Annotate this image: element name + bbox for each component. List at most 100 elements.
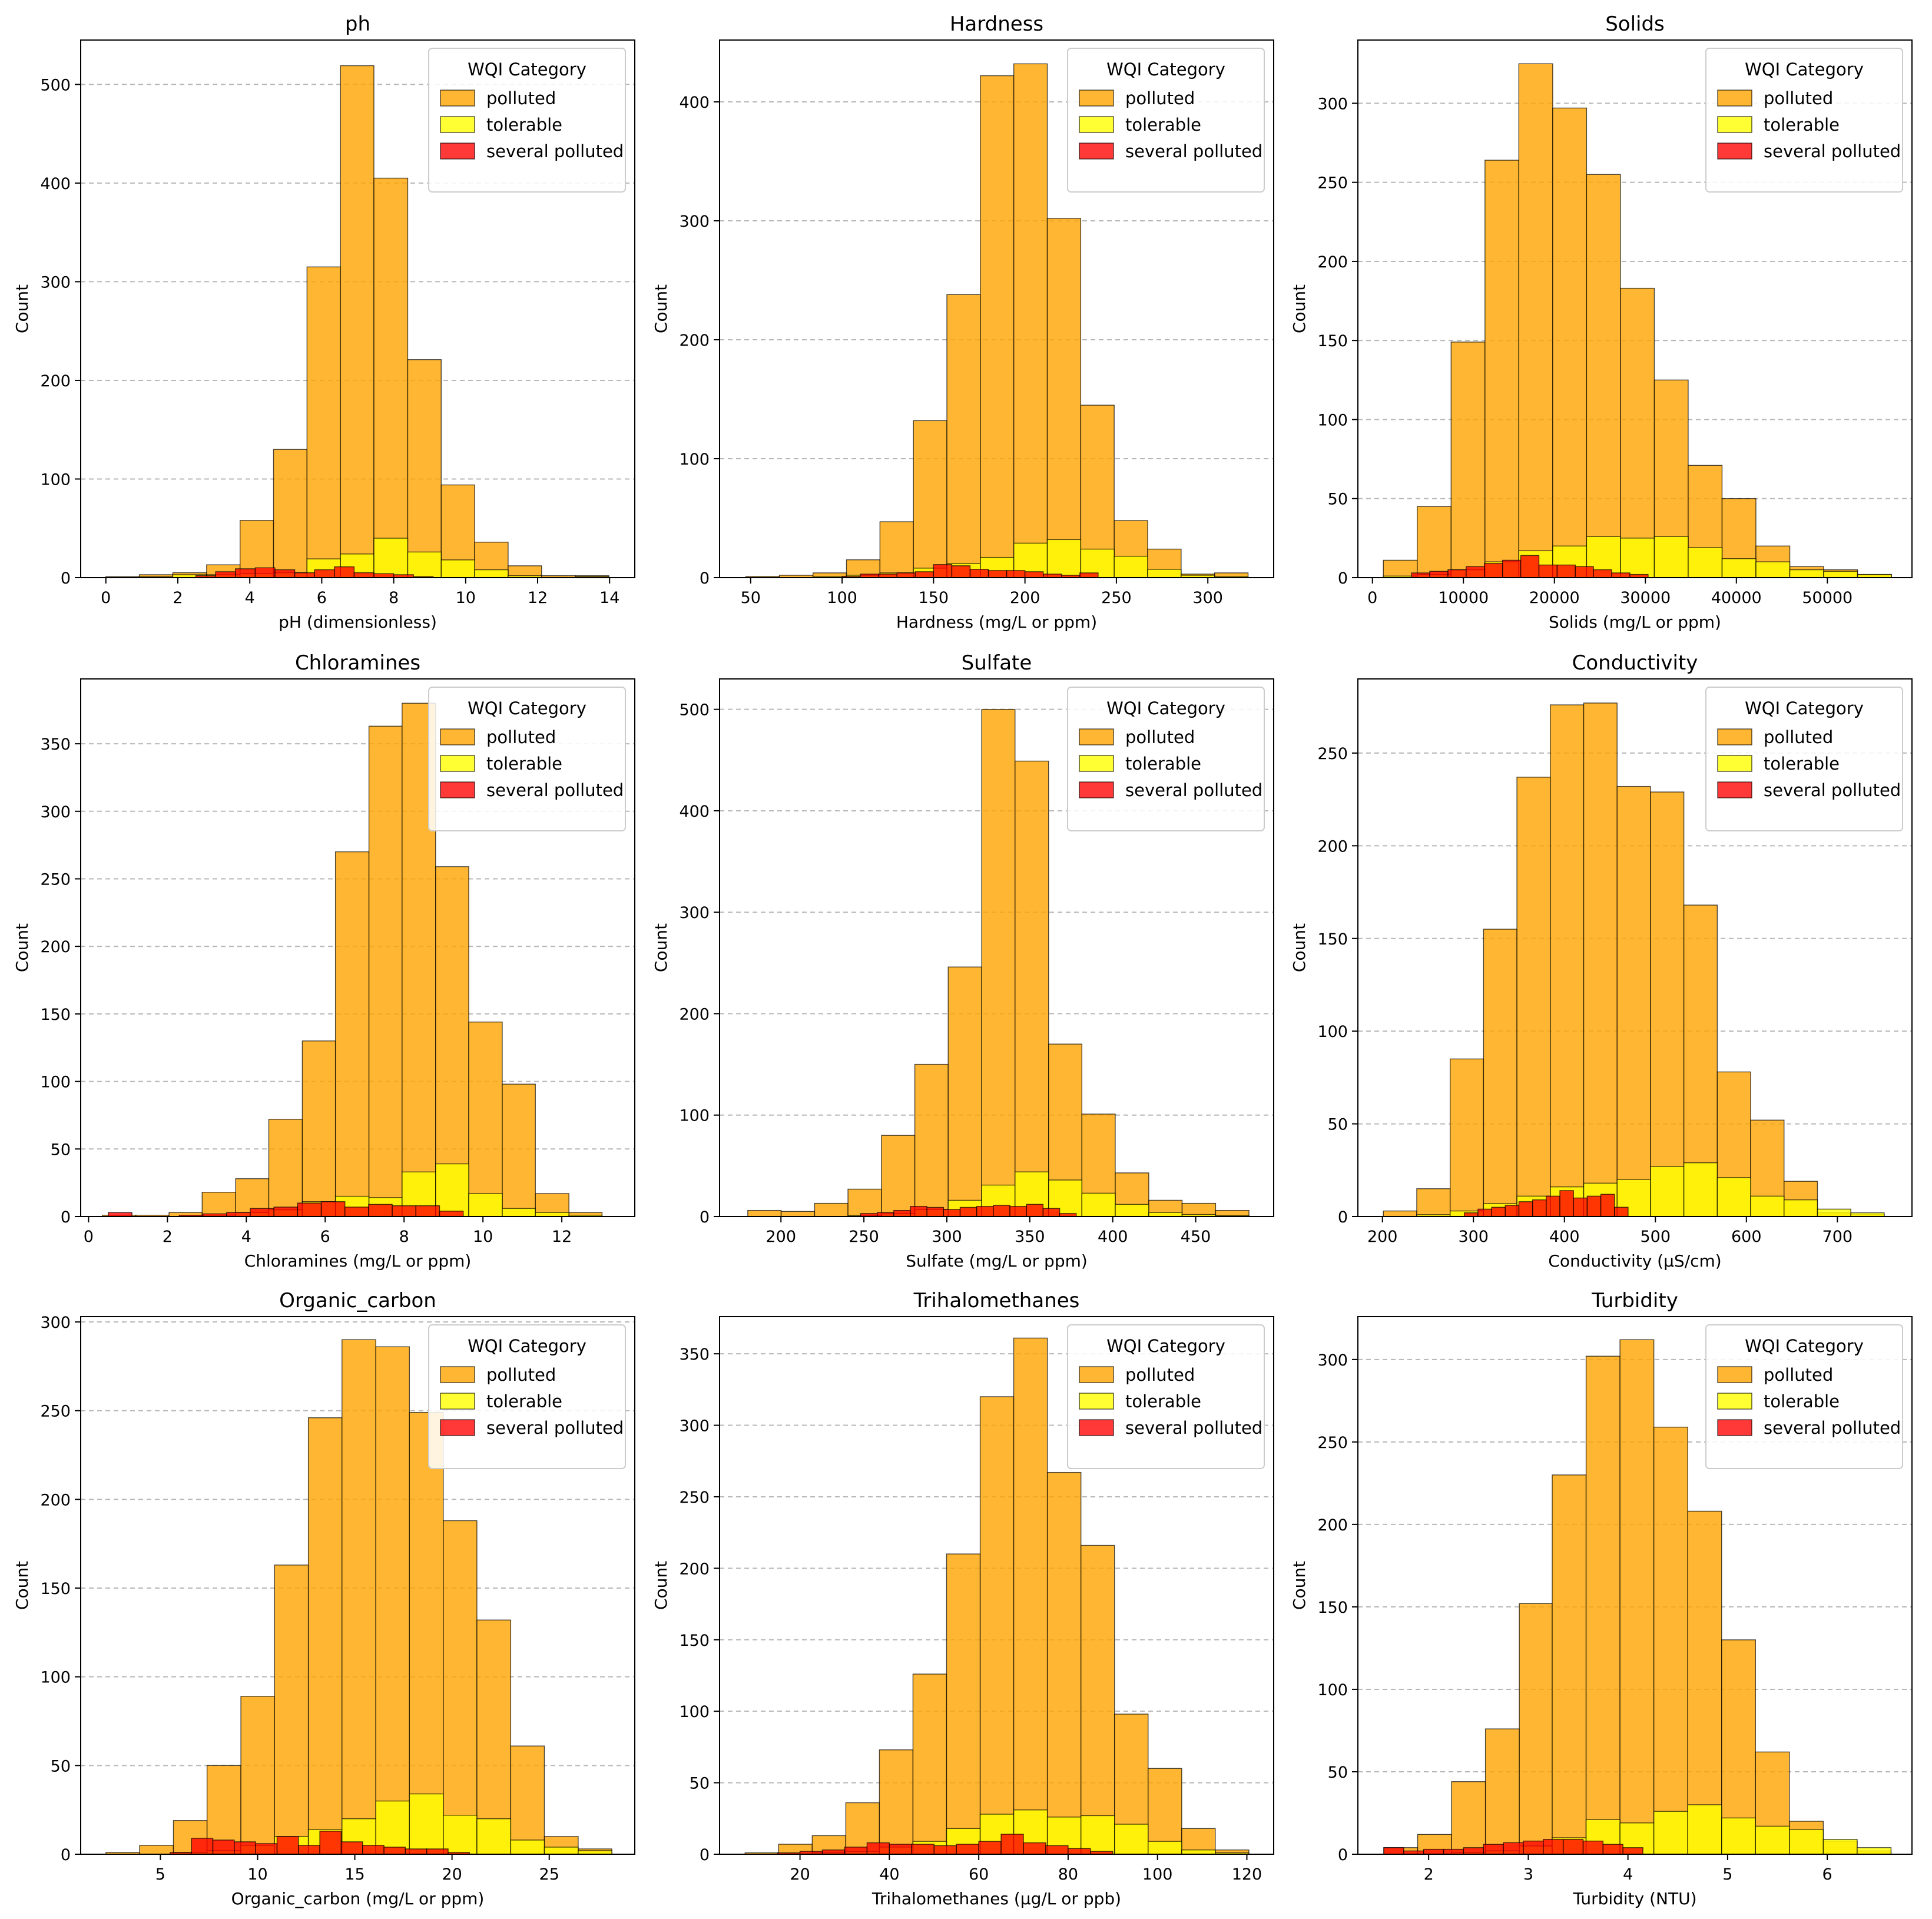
bar	[910, 1206, 927, 1217]
bar	[876, 1212, 894, 1217]
x-tick-label: 0	[1367, 589, 1377, 607]
bar	[951, 565, 971, 578]
x-tick-label: 4	[245, 589, 255, 607]
bar	[373, 538, 409, 578]
x-tick-label: 8	[389, 589, 399, 607]
bar	[893, 1209, 911, 1217]
bar	[981, 708, 1016, 1217]
x-tick-label: 10	[473, 1228, 493, 1246]
x-axis-label: Organic_carbon (mg/L or ppm)	[231, 1889, 485, 1908]
x-tick-label: 60	[969, 1865, 989, 1884]
bar	[1466, 566, 1485, 578]
bar	[1575, 566, 1594, 578]
bar	[1411, 572, 1430, 578]
x-tick-label: 4	[1623, 1865, 1633, 1884]
x-tick-label: 20000	[1529, 589, 1580, 607]
subplot-conductivity: 200 300 400 500 600 700 0 50 100 150 200 250 Conduct…	[1290, 651, 1913, 1271]
bar	[1383, 1210, 1417, 1217]
legend-swatch-tolerable	[1717, 1393, 1752, 1410]
legend-label-tolerable: tolerable	[1125, 115, 1201, 135]
bar	[544, 1847, 579, 1855]
bar	[1417, 506, 1452, 578]
bar	[474, 569, 509, 578]
bar	[881, 1135, 916, 1217]
x-tick-label: 300	[1192, 589, 1223, 607]
y-tick-label: 500	[679, 701, 710, 720]
bar	[1562, 1839, 1584, 1855]
x-tick-label: 10	[456, 589, 476, 607]
bar	[959, 1207, 977, 1217]
bar	[392, 1205, 416, 1217]
legend-swatch-tolerable	[440, 755, 475, 772]
x-tick-label: 400	[1098, 1228, 1128, 1246]
y-tick-label: 200	[679, 1005, 710, 1023]
bar	[933, 1845, 957, 1855]
bar	[373, 573, 395, 578]
bar	[1583, 702, 1618, 1217]
bar	[1573, 1197, 1588, 1217]
bar	[340, 1841, 363, 1855]
legend-title: WQI Category	[1106, 698, 1225, 718]
y-tick-label: 0	[700, 1208, 710, 1227]
subplot-title: Turbidity	[1591, 1289, 1678, 1313]
bar	[1447, 569, 1467, 578]
legend: WQI Category polluted tolerable several pol…	[1067, 687, 1265, 831]
legend: WQI Category polluted tolerable several pol…	[428, 687, 626, 831]
bar	[1600, 1194, 1615, 1217]
bar	[1622, 1847, 1643, 1855]
legend-title: WQI Category	[468, 1336, 586, 1356]
x-tick-label: 25	[539, 1865, 559, 1884]
y-tick-label: 200	[1317, 837, 1348, 856]
y-tick-label: 250	[1317, 745, 1348, 763]
bar	[276, 1836, 299, 1855]
bar	[987, 570, 1008, 578]
y-tick-label: 100	[40, 470, 71, 489]
bar	[1687, 1804, 1722, 1855]
legend-label-tolerable: tolerable	[1125, 754, 1201, 774]
legend-box	[1067, 48, 1265, 193]
legend-box	[428, 48, 626, 193]
series-polluted	[1383, 702, 1885, 1217]
legend: WQI Category polluted tolerable several pol…	[1705, 1324, 1903, 1469]
y-tick-label: 150	[1317, 332, 1348, 350]
bar	[879, 1749, 914, 1855]
legend-swatch-several-polluted	[440, 781, 475, 798]
y-tick-label: 100	[1317, 1023, 1348, 1041]
x-tick-label: 400	[1549, 1228, 1580, 1246]
subplot-chloramines: 0 2 4 6 8 10 12 0 50 100 150 200 250 300 350 Chloramine…	[12, 651, 635, 1271]
series-several-polluted	[1383, 1839, 1643, 1855]
y-tick-label: 0	[700, 1846, 710, 1864]
bar	[879, 521, 914, 578]
bar	[814, 1202, 849, 1217]
x-tick-label: 4	[241, 1228, 251, 1246]
bar	[510, 1840, 545, 1855]
bar	[368, 725, 403, 1217]
bar	[1523, 1840, 1544, 1855]
x-tick-label: 250	[1101, 589, 1132, 607]
bar	[1650, 1166, 1685, 1217]
x-tick-label: 6	[320, 1228, 330, 1246]
legend-box	[1705, 1324, 1903, 1469]
bar	[1079, 572, 1099, 578]
legend-swatch-several-polluted	[1079, 1419, 1114, 1436]
x-tick-label: 40	[879, 1865, 899, 1884]
y-tick-label: 300	[40, 273, 71, 291]
y-axis-label: Count	[12, 1561, 32, 1610]
bar	[1115, 1204, 1149, 1217]
subplot-title: Solids	[1605, 12, 1665, 36]
x-tick-label: 10000	[1438, 589, 1489, 607]
legend-swatch-tolerable	[1079, 755, 1114, 772]
series-polluted	[747, 708, 1250, 1217]
legend-swatch-polluted	[1717, 1366, 1752, 1383]
x-axis-label: Sulfate (mg/L or ppm)	[906, 1251, 1088, 1271]
bar	[1068, 1848, 1091, 1855]
legend-label-tolerable: tolerable	[1764, 1391, 1840, 1411]
bar	[1009, 1206, 1027, 1217]
y-tick-label: 400	[679, 803, 710, 821]
legend-box	[1705, 687, 1903, 831]
series-several-polluted	[1411, 555, 1649, 578]
x-tick-label: 5	[1722, 1865, 1732, 1884]
x-tick-label: 10	[247, 1865, 267, 1884]
y-tick-label: 350	[40, 735, 71, 754]
